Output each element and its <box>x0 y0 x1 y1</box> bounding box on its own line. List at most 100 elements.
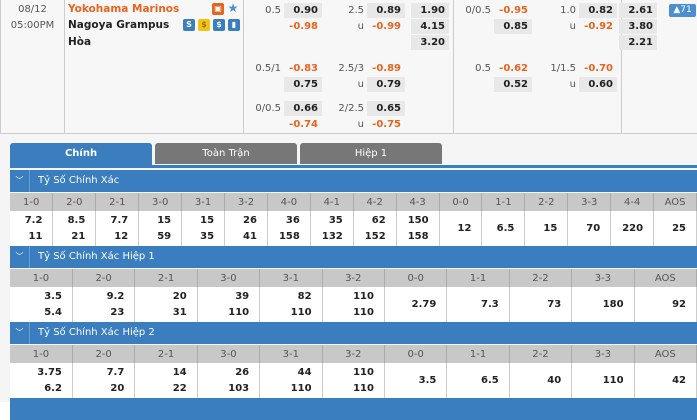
under-label: u <box>569 21 576 32</box>
handicap-odds[interactable]: 0.75 <box>284 77 322 92</box>
score-odds[interactable]: 110 <box>571 363 635 398</box>
score-odds[interactable]: 220 <box>610 211 655 246</box>
score-odds-pair[interactable]: 14 22 <box>134 363 198 398</box>
score-odds-pair[interactable]: 62 152 <box>353 211 397 246</box>
handicap-odds[interactable]: -0.74 <box>289 119 318 130</box>
1x2-odds[interactable]: 4.15 <box>411 19 449 34</box>
chevron-down-icon[interactable]: ﹀ <box>10 246 30 268</box>
score-odds-pair[interactable]: 26 103 <box>197 363 261 398</box>
score-odds[interactable]: 2.79 <box>384 287 448 322</box>
section-header-next[interactable] <box>10 398 697 420</box>
score-odds[interactable]: 180 <box>571 287 635 322</box>
score-odds-pair[interactable]: 110 110 <box>322 287 385 322</box>
score-odds-pair[interactable]: 82 110 <box>259 287 323 322</box>
total-odds[interactable]: -0.92 <box>584 21 613 32</box>
score-odds[interactable]: 42 <box>634 363 697 398</box>
score-odds[interactable]: 92 <box>634 287 697 322</box>
score-odds[interactable]: 40 <box>509 363 573 398</box>
score-odds-pair[interactable]: 35 132 <box>310 211 354 246</box>
total-odds[interactable]: 0.79 <box>367 77 405 92</box>
score-odds[interactable]: 73 <box>509 287 573 322</box>
score-odds-pair[interactable]: 26 41 <box>224 211 268 246</box>
1x2-odds[interactable]: 3.80 <box>619 19 657 34</box>
stats-s-icon[interactable]: S <box>183 19 195 31</box>
score-odds[interactable]: 12 <box>439 211 483 246</box>
1x2-odds[interactable]: 2.21 <box>619 35 657 50</box>
score-odds-pair[interactable]: 9.2 23 <box>72 287 136 322</box>
tab-full-time[interactable]: Toàn Trận <box>155 143 297 164</box>
live-icon[interactable]: ▣ <box>212 3 224 15</box>
handicap-odds[interactable]: 0.66 <box>284 101 322 116</box>
score-header: 1-1 <box>446 345 510 363</box>
score-header: AOS <box>634 269 697 287</box>
correct-score-table: 1-0 2-0 2-1 3-0 3-1 3-2 0-0 1-1 2-2 3-3 AOS 3.75 6.2… <box>10 345 697 398</box>
total-line: 1.0 <box>560 5 576 16</box>
score-odds[interactable]: 15 <box>524 211 569 246</box>
chart-icon[interactable]: ▮ <box>228 19 240 31</box>
score-odds-pair[interactable]: 20 31 <box>134 287 198 322</box>
correct-score-table: 1-0 2-0 2-1 3-0 3-1 3-2 4-0 4-1 4-2 4-3 0-0 1-1 2-2 3… <box>10 193 697 246</box>
score-header: 1-0 <box>10 345 73 363</box>
score-odds-pair[interactable]: 150 158 <box>396 211 440 246</box>
1x2-odds[interactable]: 1.90 <box>411 3 449 18</box>
total-odds[interactable]: -0.75 <box>372 119 401 130</box>
score-odds-pair[interactable]: 3.75 6.2 <box>10 363 73 398</box>
handicap-odds[interactable]: -0.95 <box>499 5 528 16</box>
handicap-odds[interactable]: 0.52 <box>494 77 532 92</box>
section-header[interactable]: ﹀ Tỷ Số Chính Xác Hiệp 1 <box>10 246 697 268</box>
section-header[interactable]: ﹀ Tỷ Số Chính Xác <box>10 170 697 192</box>
score-odds-pair[interactable]: 8.5 21 <box>52 211 97 246</box>
score-header: 3-3 <box>571 345 635 363</box>
total-odds[interactable]: -0.70 <box>584 63 613 74</box>
score-header: AOS <box>634 345 697 363</box>
coin-icon[interactable]: $ <box>198 19 210 31</box>
score-odds[interactable]: 6.5 <box>446 363 510 398</box>
total-odds[interactable]: -0.99 <box>372 21 401 32</box>
more-bets-badge[interactable]: ▲71 <box>669 4 696 17</box>
total-odds[interactable]: 0.65 <box>367 101 405 116</box>
score-header: 3-2 <box>322 269 385 287</box>
section-header[interactable]: ﹀ Tỷ Số Chính Xác Hiệp 2 <box>10 322 697 344</box>
score-header: 4-3 <box>396 193 440 211</box>
away-team[interactable]: Nagoya Grampus <box>68 19 170 31</box>
handicap-odds[interactable]: -0.62 <box>499 63 528 74</box>
score-header: 1-0 <box>10 193 54 211</box>
score-odds-pair[interactable]: 36 158 <box>267 211 311 246</box>
total-line: 2.5 <box>348 5 364 16</box>
score-header: 1-1 <box>481 193 526 211</box>
total-odds[interactable]: -0.89 <box>372 63 401 74</box>
score-odds-pair[interactable]: 7.7 12 <box>95 211 140 246</box>
score-odds-pair[interactable]: 39 110 <box>197 287 261 322</box>
handicap-odds[interactable]: -0.83 <box>289 63 318 74</box>
total-odds[interactable]: 0.60 <box>579 77 617 92</box>
tab-main[interactable]: Chính <box>10 143 152 166</box>
score-odds[interactable]: 3.5 <box>384 363 448 398</box>
handicap-odds[interactable]: 0.85 <box>494 19 532 34</box>
score-odds-pair[interactable]: 110 110 <box>322 363 385 398</box>
draw-label: Hòa <box>68 36 92 48</box>
chevron-down-icon[interactable]: ﹀ <box>10 322 30 344</box>
star-icon[interactable]: ★ <box>227 1 239 15</box>
handicap-odds[interactable]: -0.98 <box>289 21 318 32</box>
dollar-icon[interactable]: $ <box>213 19 225 31</box>
total-odds[interactable]: 0.89 <box>367 3 405 18</box>
score-odds[interactable]: 6.5 <box>481 211 526 246</box>
handicap-odds[interactable]: 0.90 <box>284 3 322 18</box>
score-odds-pair[interactable]: 15 35 <box>181 211 226 246</box>
score-odds-pair[interactable]: 15 59 <box>138 211 183 246</box>
1x2-odds[interactable]: 2.61 <box>619 3 657 18</box>
score-odds[interactable]: 7.3 <box>446 287 510 322</box>
score-odds-pair[interactable]: 7.7 20 <box>72 363 136 398</box>
handicap-line: 0/0.5 <box>465 5 491 16</box>
1x2-odds[interactable]: 3.20 <box>411 35 449 50</box>
under-label: u <box>357 119 364 130</box>
score-odds[interactable]: 70 <box>567 211 612 246</box>
score-odds[interactable]: 25 <box>653 211 697 246</box>
total-odds[interactable]: 0.82 <box>579 3 617 18</box>
home-team[interactable]: Yokohama Marinos <box>68 3 180 15</box>
score-odds-pair[interactable]: 7.2 11 <box>10 211 54 246</box>
tab-first-half[interactable]: Hiệp 1 <box>300 143 442 164</box>
score-odds-pair[interactable]: 44 110 <box>259 363 323 398</box>
score-odds-pair[interactable]: 3.5 5.4 <box>10 287 73 322</box>
chevron-down-icon[interactable]: ﹀ <box>10 170 30 192</box>
